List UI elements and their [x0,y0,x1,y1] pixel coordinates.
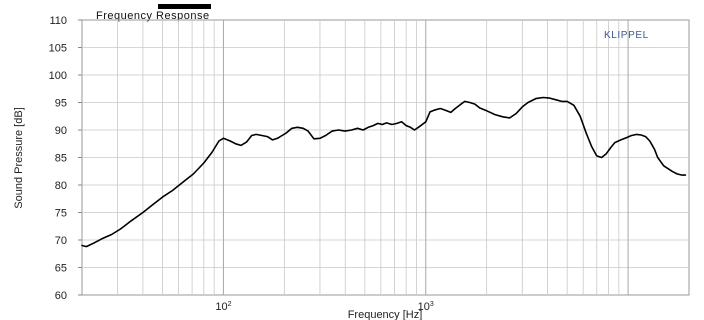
series-line-0 [81,96,687,248]
y-tick-label: 75 [55,208,67,220]
title-bar [158,4,211,9]
x-tick-label: 103 [418,301,434,313]
y-tick-label: 70 [55,235,67,247]
watermark-klippel: KLIPPEL [604,30,649,41]
y-tick-label: 110 [49,15,67,27]
x-axis: 102 103 [215,301,434,313]
y-tick-label: 100 [49,70,67,82]
y-tick-label: 95 [55,98,67,110]
series-group [81,96,687,248]
y-tick-label: 60 [55,290,67,302]
y-tick-label: 65 [55,263,67,275]
y-axis: 60 65 70 75 80 85 90 95 100 105 110 [49,15,82,302]
y-tick-label: 90 [55,125,67,137]
grid [82,20,689,295]
x-axis-title: Frequency [Hz] [348,309,423,320]
y-tick-label: 80 [55,180,67,192]
y-axis-title: Sound Pressure [dB] [13,107,25,209]
chart-title: Frequency Response [96,10,210,22]
y-tick-label: 105 [49,43,67,55]
y-tick-label: 85 [55,153,67,165]
x-tick-label: 102 [215,301,231,313]
